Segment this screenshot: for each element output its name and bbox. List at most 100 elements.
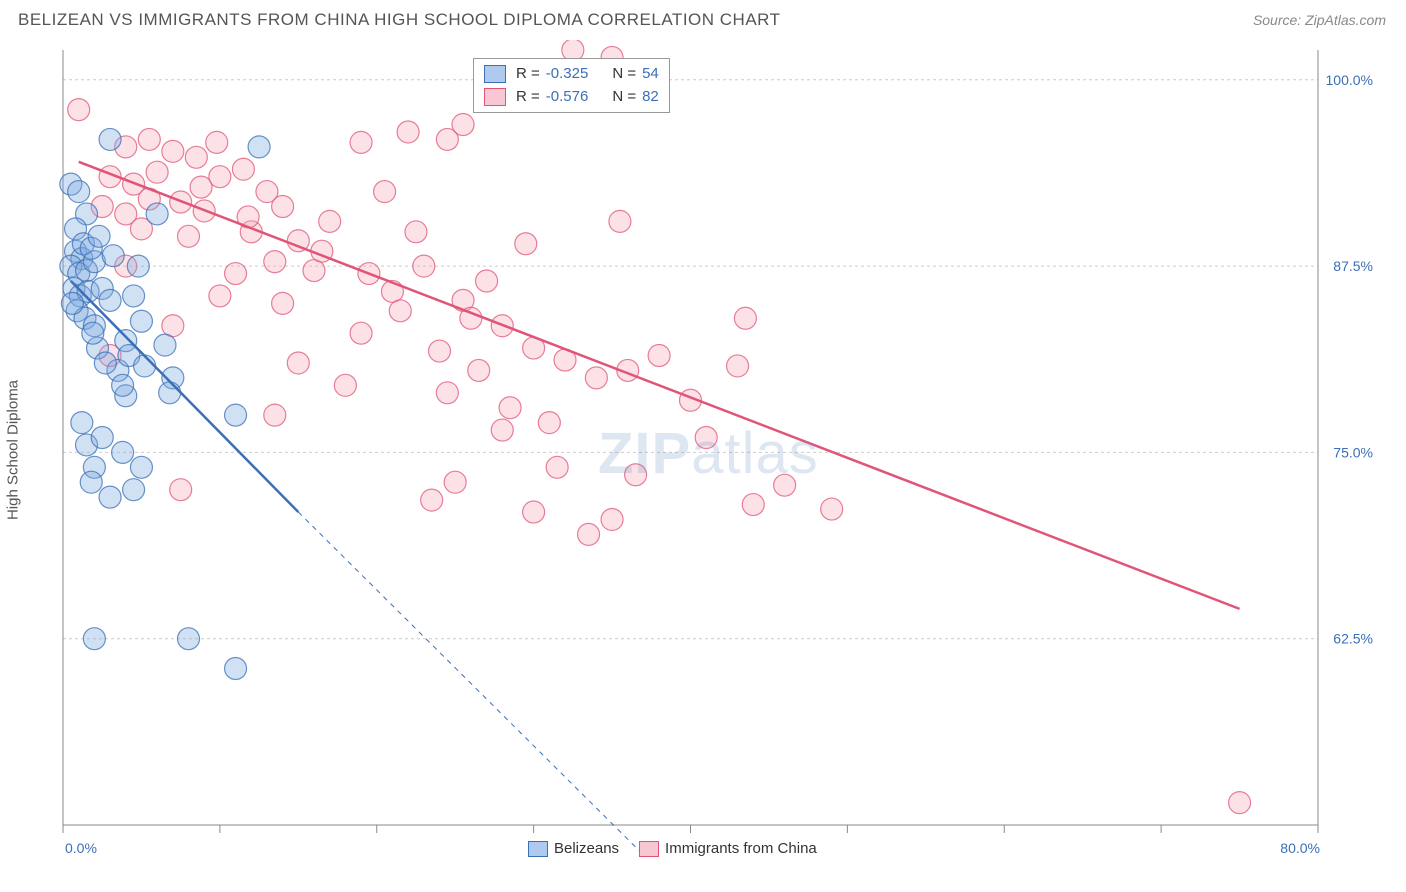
data-point xyxy=(80,471,102,493)
data-point xyxy=(112,374,134,396)
data-point xyxy=(88,225,110,247)
legend-swatch xyxy=(484,88,506,106)
data-point xyxy=(546,456,568,478)
data-point xyxy=(134,355,156,377)
data-point xyxy=(99,486,121,508)
data-point xyxy=(334,374,356,396)
data-point xyxy=(421,489,443,511)
data-point xyxy=(350,131,372,153)
legend-n-value: 54 xyxy=(642,63,659,86)
chart-container: High School Diploma 62.5%75.0%87.5%100.0… xyxy=(18,40,1388,860)
legend-item: Immigrants from China xyxy=(639,838,817,861)
y-axis-label: High School Diploma xyxy=(5,380,22,520)
data-point xyxy=(99,289,121,311)
regression-line xyxy=(79,162,1240,609)
data-point xyxy=(774,474,796,496)
data-point xyxy=(264,251,286,273)
data-point xyxy=(609,210,631,232)
data-point xyxy=(499,397,521,419)
data-point xyxy=(444,471,466,493)
data-point xyxy=(178,628,200,650)
data-point xyxy=(99,128,121,150)
x-tick-label: 80.0% xyxy=(1280,840,1320,856)
data-point xyxy=(185,146,207,168)
data-point xyxy=(695,427,717,449)
chart-header: BELIZEAN VS IMMIGRANTS FROM CHINA HIGH S… xyxy=(0,0,1406,35)
data-point xyxy=(154,334,176,356)
data-point xyxy=(225,404,247,426)
data-point xyxy=(170,479,192,501)
data-point xyxy=(523,501,545,523)
data-point xyxy=(130,310,152,332)
data-point xyxy=(138,128,160,150)
legend-swatch xyxy=(639,841,659,857)
legend-row: R = -0.576N = 82 xyxy=(484,86,659,109)
data-point xyxy=(1229,792,1251,814)
data-point xyxy=(123,479,145,501)
data-point xyxy=(61,292,83,314)
data-point xyxy=(601,508,623,530)
legend-r-value: -0.325 xyxy=(546,63,589,86)
data-point xyxy=(68,99,90,121)
data-point xyxy=(405,221,427,243)
legend-label: Immigrants from China xyxy=(665,838,817,861)
regression-line xyxy=(71,281,298,512)
data-point xyxy=(491,419,513,441)
data-point xyxy=(162,140,184,162)
data-point xyxy=(821,498,843,520)
data-point xyxy=(71,412,93,434)
data-point xyxy=(727,355,749,377)
x-tick-label: 0.0% xyxy=(65,840,97,856)
data-point xyxy=(303,260,325,282)
series-legend: Belizeans Immigrants from China xyxy=(528,838,817,861)
data-point xyxy=(68,181,90,203)
data-point xyxy=(350,322,372,344)
legend-label: Belizeans xyxy=(554,838,619,861)
y-tick-label: 100.0% xyxy=(1326,72,1373,88)
data-point xyxy=(648,345,670,367)
data-point xyxy=(264,404,286,426)
data-point xyxy=(319,210,341,232)
correlation-legend: R = -0.325 N = 54R = -0.576N = 82 xyxy=(473,58,670,113)
legend-row: R = -0.325N = 54 xyxy=(484,63,659,86)
data-point xyxy=(159,382,181,404)
legend-n-label: N = xyxy=(612,86,636,109)
data-point xyxy=(538,412,560,434)
data-point xyxy=(146,161,168,183)
chart-title: BELIZEAN VS IMMIGRANTS FROM CHINA HIGH S… xyxy=(18,10,781,30)
data-point xyxy=(578,523,600,545)
data-point xyxy=(123,285,145,307)
data-point xyxy=(476,270,498,292)
data-point xyxy=(625,464,647,486)
data-point xyxy=(206,131,228,153)
legend-r-label: R = xyxy=(516,86,540,109)
data-point xyxy=(82,322,104,344)
data-point xyxy=(287,352,309,374)
data-point xyxy=(178,225,200,247)
legend-n-label: N = xyxy=(612,63,636,86)
data-point xyxy=(468,359,490,381)
data-point xyxy=(734,307,756,329)
data-point xyxy=(225,263,247,285)
data-point xyxy=(146,203,168,225)
data-point xyxy=(436,382,458,404)
data-point xyxy=(232,158,254,180)
data-point xyxy=(112,441,134,463)
data-point xyxy=(83,628,105,650)
data-point xyxy=(272,292,294,314)
data-point xyxy=(413,255,435,277)
data-point xyxy=(102,245,124,267)
legend-swatch xyxy=(528,841,548,857)
y-tick-label: 87.5% xyxy=(1333,258,1373,274)
data-point xyxy=(429,340,451,362)
data-point xyxy=(91,427,113,449)
data-point xyxy=(452,114,474,136)
data-point xyxy=(374,181,396,203)
data-point xyxy=(248,136,270,158)
scatter-chart: 62.5%75.0%87.5%100.0%0.0%80.0% xyxy=(18,40,1388,860)
data-point xyxy=(209,285,231,307)
data-point xyxy=(130,456,152,478)
legend-n-value: 82 xyxy=(642,86,659,109)
data-point xyxy=(225,658,247,680)
data-point xyxy=(162,315,184,337)
